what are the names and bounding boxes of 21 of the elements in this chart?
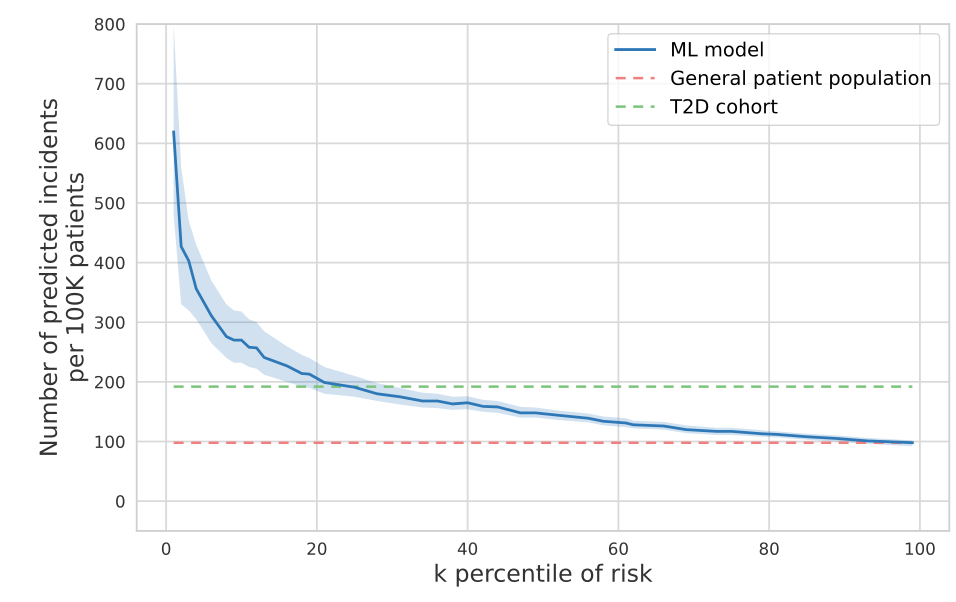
y-tick-label: 200 (95, 376, 124, 388)
y-tick-label: 500 (95, 196, 124, 210)
x-tick-label: 40 (458, 542, 478, 555)
x-tick-label: 0 (162, 542, 170, 555)
x-axis-title: k percentile of risk (436, 564, 653, 587)
x-tick-label: 20 (307, 542, 326, 555)
legend-label: ML model (672, 42, 763, 57)
legend-label: General patient population (671, 70, 930, 89)
y-tick-label: 100 (96, 435, 124, 448)
x-tick-label: 60 (608, 542, 628, 555)
y-tick-label: 600 (94, 137, 124, 150)
y-axis-title: Number of predicted incidents per 100K patients (38, 99, 88, 455)
x-tick-label: 100 (906, 542, 935, 555)
y-tick-label: 400 (94, 256, 124, 270)
y-tick-label: 800 (94, 18, 124, 31)
y-tick-label: 700 (95, 78, 124, 90)
line-series (172, 130, 914, 444)
x-tick-label: 80 (760, 542, 779, 555)
y-tick-label: 0 (116, 495, 124, 508)
legend-label: T2D cohort (670, 98, 778, 114)
y-tick-label: 300 (95, 316, 124, 329)
